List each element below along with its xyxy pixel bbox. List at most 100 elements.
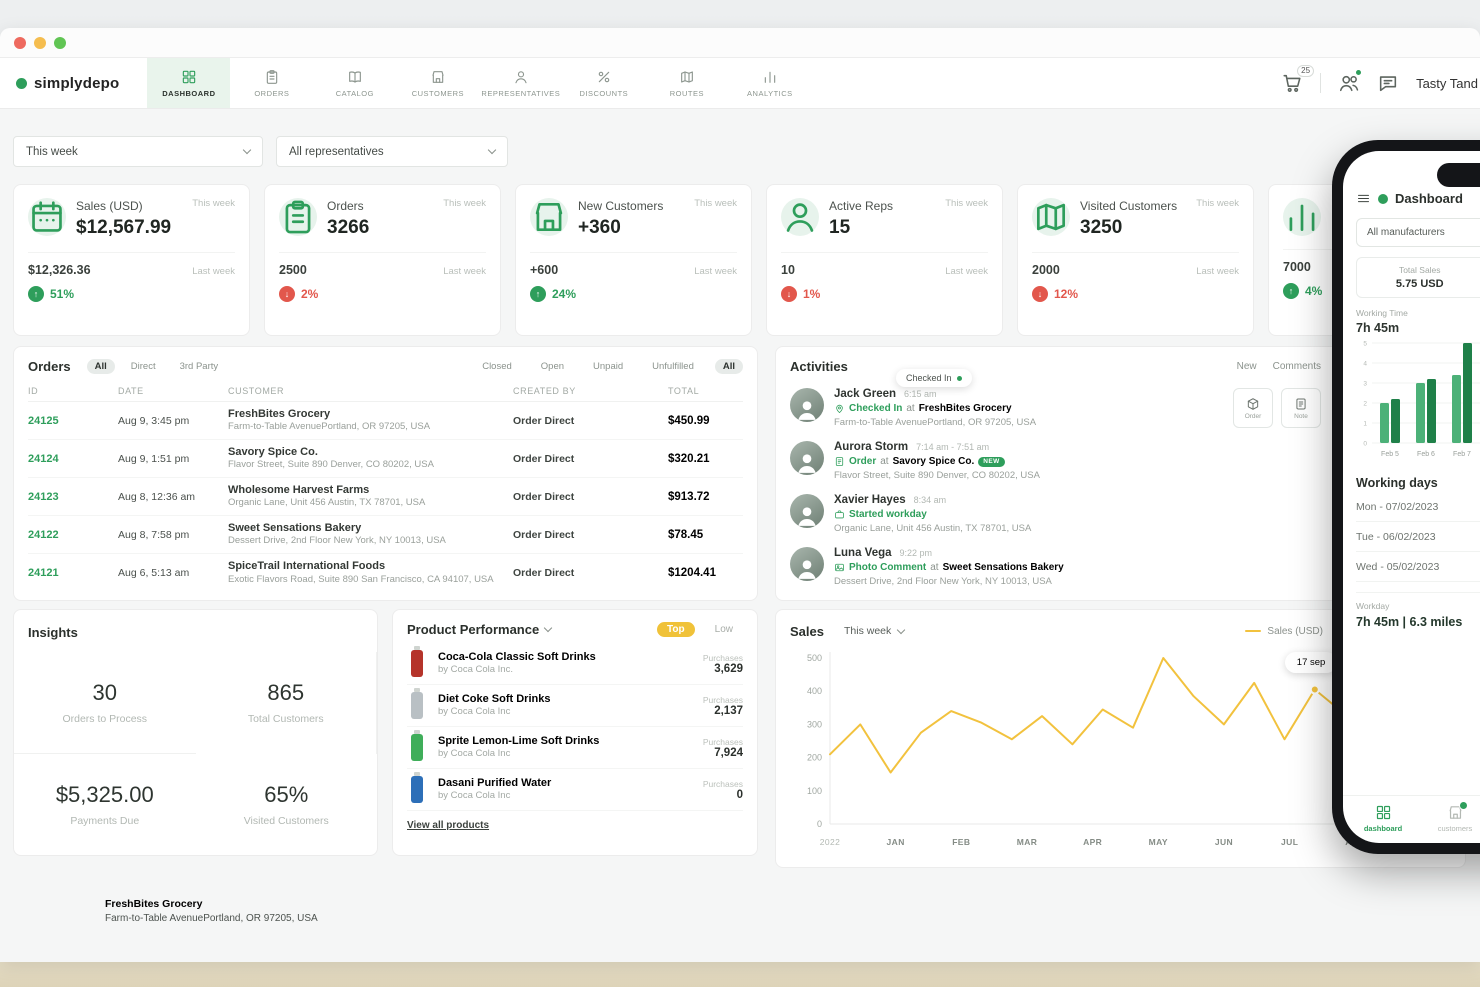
order-row[interactable]: 24125 Aug 9, 3:45 pm FreshBites Grocery … — [28, 402, 743, 440]
order-id-link[interactable]: 24122 — [28, 528, 59, 541]
insights-title: Insights — [28, 625, 78, 640]
working-time-value: 7h 45m — [1356, 321, 1400, 335]
kpi-value: 3250 — [1080, 217, 1123, 238]
nav-item-icon — [513, 69, 529, 85]
orders-status-filter[interactable]: Unpaid — [593, 361, 624, 372]
product-row[interactable]: Sprite Lemon-Lime Soft Drinks by Coca Co… — [407, 727, 743, 769]
nav-item[interactable]: ORDERS — [230, 58, 313, 108]
product-row[interactable]: Coca-Cola Classic Soft Drinks by Coca Co… — [407, 643, 743, 685]
cart-icon — [1281, 72, 1303, 94]
order-created-by: Order Direct — [513, 490, 575, 503]
activity-type-icon — [834, 509, 845, 520]
nav-item[interactable]: CUSTOMERS — [396, 58, 479, 108]
order-id-link[interactable]: 24121 — [28, 567, 59, 579]
orders-status-filter[interactable]: Open — [540, 361, 565, 372]
view-all-products-link[interactable]: View all products — [407, 820, 490, 831]
activity-user-name: Jack Green — [834, 388, 897, 400]
cart-button[interactable]: 25 — [1281, 65, 1315, 94]
insight-cell: 865 Total Customers — [196, 652, 377, 754]
activities-new-link[interactable]: New — [1236, 361, 1257, 372]
order-action-button[interactable]: Order — [1233, 388, 1273, 428]
column-header-customer[interactable]: CUSTOMER — [228, 386, 285, 396]
workday-label: Workday — [1356, 601, 1390, 611]
kpi-last-label: Last week — [1196, 266, 1239, 277]
order-customer-name: Savory Spice Co. — [228, 445, 318, 458]
order-id-link[interactable]: 24123 — [28, 490, 59, 503]
activity-item[interactable]: Xavier Hayes 8:34 am Started workday — [790, 494, 1451, 534]
kpi-last-value: 7000 — [1283, 260, 1311, 274]
nav-item[interactable]: ANALYTICS — [728, 58, 811, 108]
orders-tab[interactable]: All — [86, 359, 115, 374]
orders-tab[interactable]: 3rd Party — [179, 361, 219, 372]
nav-item[interactable]: CATALOG — [313, 58, 396, 108]
brand-logo[interactable]: simplydepo — [0, 58, 147, 108]
minimize-window-button[interactable] — [34, 36, 46, 49]
manufacturers-select[interactable]: All manufacturers — [1356, 218, 1480, 247]
sales-period-select[interactable]: This week — [836, 622, 912, 640]
activity-item[interactable]: Luna Vega 9:22 pm Photo Comment at Sweet… — [790, 547, 1451, 587]
orders-status-filter[interactable]: All — [714, 359, 743, 374]
period-select[interactable]: This week — [13, 136, 263, 167]
activity-item[interactable]: Jack Green 6:15 am Checked In at FreshBi… — [790, 388, 1451, 428]
kpi-last-label: Last week — [694, 266, 737, 277]
working-day-row[interactable]: Mon - 07/02/2023 — [1356, 492, 1480, 522]
phone-nav-item[interactable]: dashboard — [1347, 804, 1419, 833]
toggle-option[interactable]: Top — [657, 622, 695, 637]
chevron-down-icon[interactable] — [543, 623, 553, 633]
order-customer: SpiceTrail International Foods Exotic Fl… — [228, 560, 513, 586]
svg-text:Feb 7: Feb 7 — [1453, 451, 1471, 458]
kpi-change-value: 51% — [50, 287, 75, 301]
zoom-window-button[interactable] — [54, 36, 66, 49]
toggle-option[interactable]: Low — [714, 624, 733, 635]
representatives-select[interactable]: All representatives — [276, 136, 508, 167]
activity-time: 7:14 am - 7:51 am — [916, 442, 990, 452]
activity-item[interactable]: Aurora Storm 7:14 am - 7:51 am Order at … — [790, 441, 1451, 481]
order-row[interactable]: 24121 Aug 6, 5:13 am SpiceTrail Internat… — [28, 554, 743, 592]
svg-text:JUL: JUL — [1281, 837, 1298, 847]
kpi-icon — [530, 198, 568, 236]
product-row[interactable]: Dasani Purified Water by Coca Cola Inc P… — [407, 769, 743, 811]
close-window-button[interactable] — [14, 36, 26, 49]
kpi-icon — [28, 198, 66, 236]
orders-status-filter[interactable]: Unfulfilled — [652, 361, 694, 372]
column-header-total[interactable]: TOTAL — [668, 386, 700, 396]
activity-type-icon — [834, 403, 845, 414]
kpi-value: 15 — [829, 217, 851, 238]
nav-item-label: ORDERS — [254, 88, 290, 98]
order-id-link[interactable]: 24125 — [28, 414, 59, 427]
order-row[interactable]: 24123 Aug 8, 12:36 am Wholesome Harvest … — [28, 478, 743, 516]
messages-button[interactable] — [1377, 72, 1399, 94]
working-day-row[interactable]: Tue - 06/02/2023 — [1356, 522, 1480, 552]
nav-item[interactable]: DISCOUNTS — [562, 58, 645, 108]
legend-line-swatch — [1245, 630, 1262, 632]
nav-item[interactable]: DASHBOARD — [147, 58, 231, 108]
order-row[interactable]: 24122 Aug 8, 7:58 pm Sweet Sensations Ba… — [28, 516, 743, 554]
working-day-row[interactable]: Wed - 05/02/2023 — [1356, 552, 1480, 582]
team-button[interactable] — [1338, 69, 1363, 94]
column-header-date[interactable]: DATE — [118, 386, 144, 396]
product-image — [411, 646, 423, 677]
column-header-id[interactable]: ID — [28, 386, 39, 396]
activity-action: Started workday — [849, 509, 927, 520]
nav-item-icon — [264, 69, 280, 85]
orders-tab[interactable]: Direct — [130, 361, 156, 372]
order-customer-name: SpiceTrail International Foods — [228, 560, 386, 573]
user-name[interactable]: Tasty Tand — [1416, 75, 1478, 91]
note-action-button[interactable]: Note — [1281, 388, 1321, 428]
phone-nav-item[interactable]: customers — [1419, 801, 1480, 833]
product-row[interactable]: Diet Coke Soft Drinks by Coca Cola Inc P… — [407, 685, 743, 727]
kpi-change: 1% — [781, 286, 988, 302]
window-titlebar — [0, 28, 1480, 58]
column-header-created-by[interactable]: CREATED BY — [513, 386, 576, 396]
order-id-link[interactable]: 24124 — [28, 452, 59, 465]
phone-header: Dashboard — [1356, 191, 1480, 206]
kpi-value: $12,567.99 — [76, 217, 172, 238]
orders-status-filter[interactable]: Closed — [482, 361, 512, 372]
nav-item-icon — [596, 69, 612, 85]
nav-item[interactable]: ROUTES — [645, 58, 728, 108]
nav-item[interactable]: REPRESENTATIVES — [479, 58, 562, 108]
activities-comments-link[interactable]: Comments — [1272, 361, 1321, 372]
order-row[interactable]: 24124 Aug 9, 1:51 pm Savory Spice Co. Fl… — [28, 440, 743, 478]
orders-title: Orders — [28, 359, 71, 374]
menu-icon[interactable] — [1356, 191, 1371, 206]
